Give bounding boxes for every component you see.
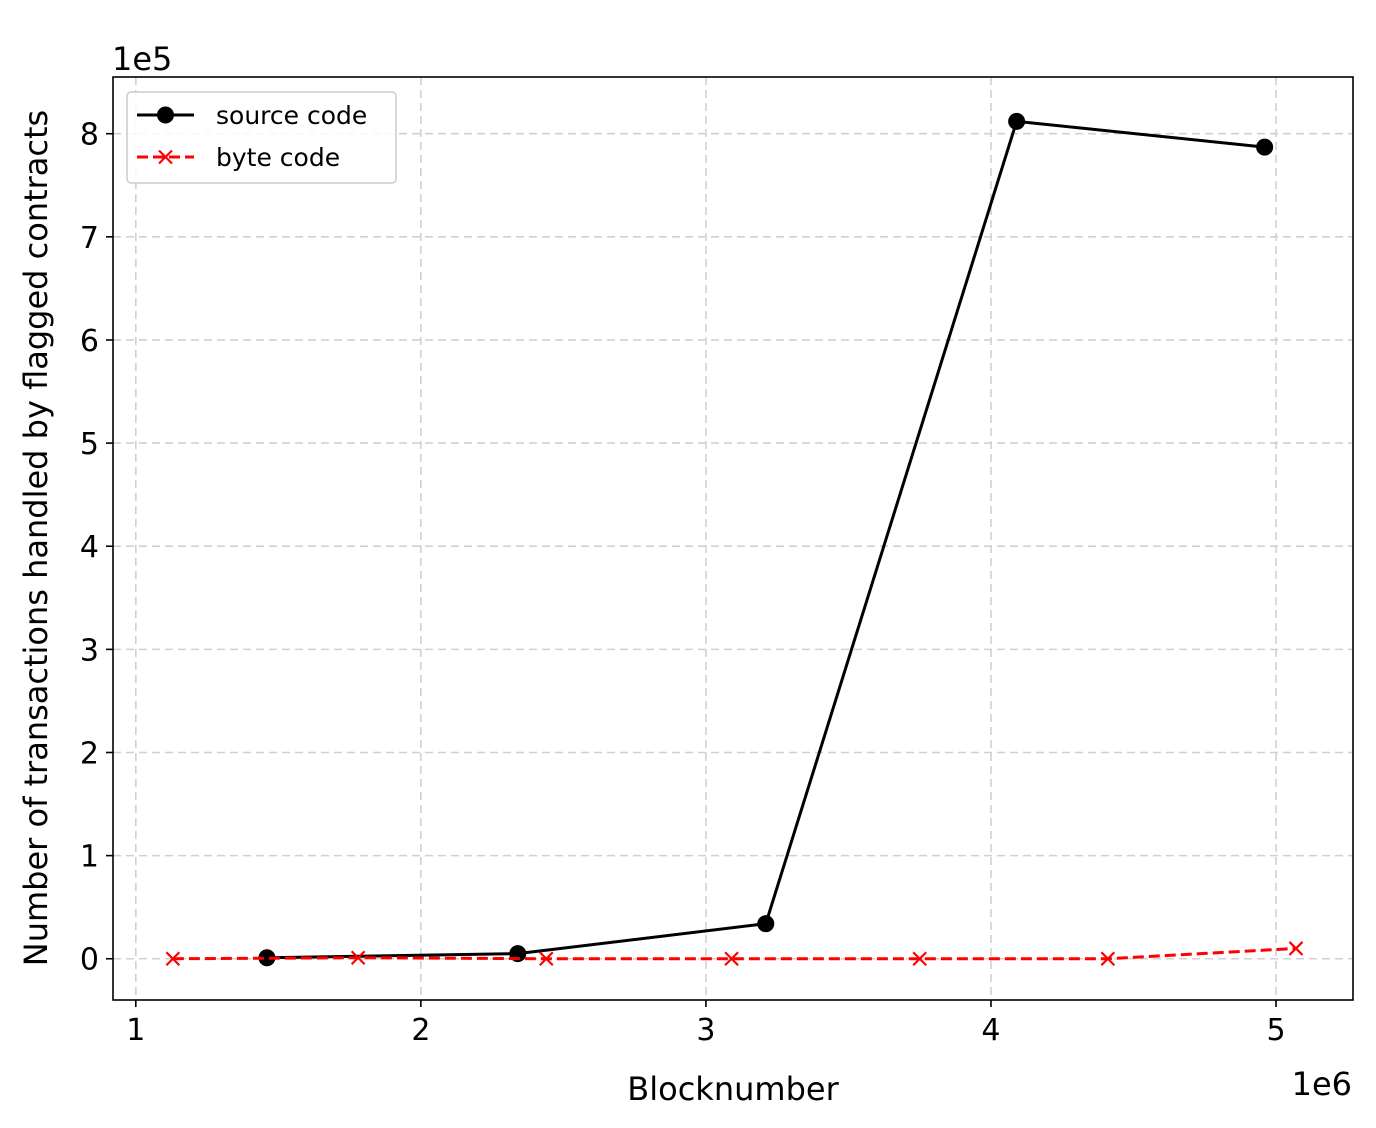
x-tick-label: 4 <box>981 1013 1000 1048</box>
y-tick-label: 6 <box>80 324 99 359</box>
y-tick-label: 0 <box>80 943 99 978</box>
data-point <box>1008 112 1026 130</box>
data-point <box>165 951 181 967</box>
legend-box <box>126 91 397 184</box>
legend-entry: byte code <box>137 143 340 172</box>
x-tick-label: 3 <box>696 1013 715 1048</box>
legend-marker <box>158 149 173 165</box>
series-source-code <box>258 112 1274 967</box>
x-axis-label: Blocknumber <box>627 1070 839 1108</box>
data-point <box>1288 941 1304 956</box>
data-point <box>1100 951 1116 967</box>
legend-marker <box>157 106 174 124</box>
x-tick-label: 2 <box>411 1013 430 1048</box>
legend-entry: source code <box>137 101 367 130</box>
legend-label: source code <box>216 101 367 130</box>
y-axis-label: Number of transactions handled by flagge… <box>17 110 55 966</box>
y-tick-label: 8 <box>80 118 99 153</box>
data-point <box>724 951 739 967</box>
data-point <box>757 915 775 933</box>
series-byte-code <box>165 941 1304 967</box>
series-line <box>266 119 1265 960</box>
y-scale-label: 1e5 <box>112 40 172 78</box>
data-point <box>539 951 554 967</box>
plot-frame <box>112 76 1354 1001</box>
y-tick-label: 3 <box>80 633 99 668</box>
y-tick-label: 2 <box>80 736 99 771</box>
y-tick-label: 1 <box>80 840 99 875</box>
y-tick-label: 4 <box>80 530 99 565</box>
x-tick-label: 5 <box>1266 1013 1285 1048</box>
plot-series <box>165 112 1304 967</box>
x-tick-label: 1 <box>126 1013 145 1048</box>
data-point <box>912 951 927 967</box>
x-scale-label: 1e6 <box>1292 1065 1352 1103</box>
y-tick-label: 7 <box>80 221 99 256</box>
data-point <box>350 950 366 965</box>
data-point <box>1256 138 1274 156</box>
grid <box>113 77 1353 1000</box>
legend: source code byte code <box>126 91 397 184</box>
legend-label: byte code <box>216 143 340 172</box>
y-tick-label: 5 <box>80 427 99 462</box>
